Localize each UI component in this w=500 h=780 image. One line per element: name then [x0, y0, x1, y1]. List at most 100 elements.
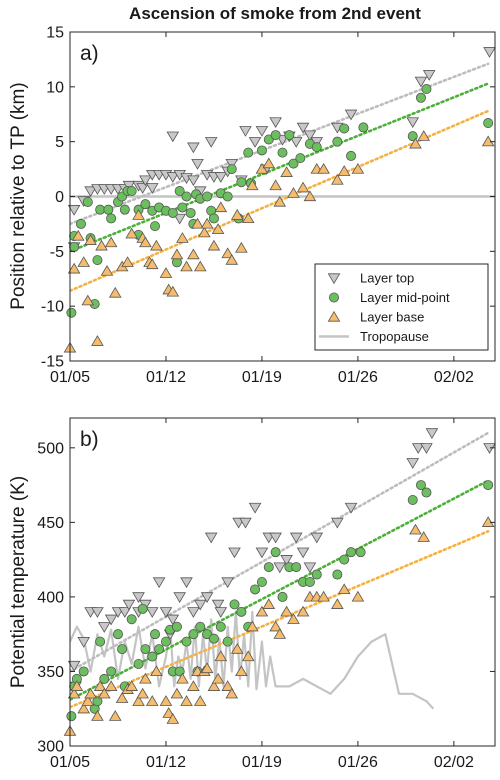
top-point	[204, 137, 218, 148]
panel-b-axes: 01/05 01/12 01/19 01/26 02/02 300 350 400 450 500	[37, 417, 496, 771]
x-tick-label: 02/02	[434, 369, 474, 386]
mid-point	[332, 569, 343, 580]
base-point	[207, 680, 221, 691]
top-point	[255, 126, 269, 137]
top-point	[239, 517, 252, 529]
base-point	[331, 173, 344, 185]
top-point	[310, 532, 324, 544]
y-tick-label: 0	[55, 189, 64, 206]
x-tick-label: 01/26	[338, 754, 378, 771]
base-point	[136, 687, 149, 699]
top-point	[187, 607, 200, 618]
top-point	[187, 142, 200, 154]
mid-point	[339, 554, 350, 565]
y-tick-label: 350	[37, 664, 64, 681]
mid-point	[126, 186, 137, 197]
x-tick-label: 01/12	[146, 369, 186, 386]
y-tick-label: 300	[37, 739, 64, 756]
top-point	[483, 443, 496, 454]
base-series	[63, 130, 495, 353]
mid-point	[140, 199, 151, 210]
base-point	[351, 162, 365, 174]
top-series	[67, 428, 496, 693]
top-point	[67, 205, 81, 216]
base-point	[180, 695, 193, 706]
mid-point	[421, 487, 432, 498]
base-point	[84, 234, 97, 245]
base-point	[121, 256, 134, 267]
top-point	[255, 547, 269, 559]
mid-point	[92, 696, 103, 707]
panel-b-points	[63, 428, 496, 736]
top-point	[77, 637, 91, 648]
top-point	[239, 126, 252, 137]
base-point	[145, 258, 159, 270]
top-point	[145, 607, 159, 618]
mid-trend-line	[70, 82, 490, 253]
base-point	[246, 620, 259, 632]
top-point	[411, 443, 425, 454]
base-point	[150, 665, 163, 677]
mid-point	[222, 191, 233, 202]
base-point	[417, 130, 431, 141]
legend-label-tropopause: Tropopause	[360, 329, 429, 344]
base-point	[255, 605, 269, 617]
base-point	[317, 590, 330, 602]
mid-point	[311, 569, 322, 580]
base-point	[225, 687, 239, 699]
mid-point	[277, 591, 288, 602]
y-tick-label: 450	[37, 515, 64, 532]
base-point	[166, 713, 180, 724]
base-point	[296, 605, 310, 617]
plot-background	[70, 418, 495, 746]
mid-point	[95, 636, 106, 647]
x-tick-label: 01/12	[146, 754, 186, 771]
x-tick-label: 01/05	[50, 369, 90, 386]
mid-point	[149, 629, 160, 640]
top-point	[296, 547, 310, 559]
top-point	[214, 172, 228, 183]
base-point	[67, 687, 81, 699]
chart-title: Ascension of smoke from 2nd event	[129, 4, 421, 23]
mid-point	[226, 164, 237, 175]
panel-a-points	[63, 47, 496, 353]
top-point	[483, 47, 496, 58]
top-point	[296, 122, 310, 134]
top-point	[344, 502, 358, 514]
mid-point	[147, 651, 158, 662]
top-point	[166, 614, 180, 626]
mid-point	[229, 599, 240, 610]
base-point	[176, 672, 189, 684]
y-tick-label: 5	[55, 134, 64, 151]
x-tick-label: 01/05	[50, 754, 90, 771]
base-point	[93, 680, 107, 691]
top-point	[344, 109, 358, 121]
top-point	[173, 213, 186, 225]
base-point	[214, 201, 228, 213]
mid-point	[295, 153, 306, 164]
base-point	[481, 516, 495, 527]
top-point	[228, 547, 241, 559]
mid-point	[177, 202, 188, 213]
base-point	[269, 620, 282, 632]
top-point	[425, 428, 439, 440]
base-point	[280, 166, 293, 177]
base-point	[81, 695, 95, 706]
base-point	[273, 628, 287, 639]
mid-point	[167, 207, 178, 218]
x-tick-label: 01/19	[242, 754, 282, 771]
panel-a-label: a)	[80, 42, 99, 65]
base-point	[187, 248, 200, 260]
mid-point	[222, 636, 233, 647]
mid-point	[358, 122, 369, 133]
mid-point	[95, 204, 106, 215]
top-point	[269, 117, 282, 129]
top-trend-line	[70, 62, 490, 226]
panel-a: 01/05 01/12 01/19 01/26 02/02-15-10-5051015 …	[8, 25, 496, 386]
mid-point	[133, 659, 144, 670]
base-point	[241, 650, 255, 662]
top-point	[211, 599, 225, 611]
base-point	[77, 702, 91, 714]
top-point	[132, 592, 145, 604]
base-point	[273, 195, 287, 207]
